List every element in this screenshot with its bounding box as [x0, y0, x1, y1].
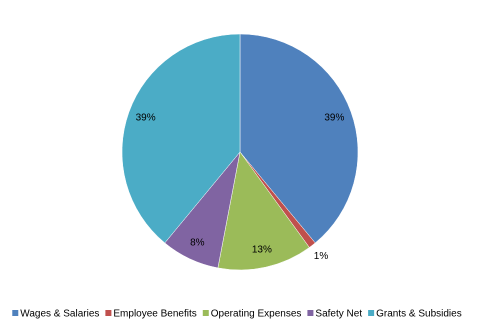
- legend-swatch: [105, 310, 112, 316]
- legend-label: Operating Expenses: [211, 309, 302, 320]
- data-label: 39%: [136, 113, 156, 124]
- legend-label: Employee Benefits: [113, 309, 196, 320]
- legend: Wages & Salaries Employee Benefits Operati…: [12, 309, 462, 320]
- data-label: 13%: [252, 245, 272, 256]
- pie-slice: [217, 151, 310, 271]
- legend-swatch: [202, 310, 209, 316]
- pie-slice: [239, 33, 359, 244]
- legend-label: Wages & Salaries: [20, 309, 99, 320]
- data-label: 39%: [324, 113, 344, 124]
- legend-label: Safety Net: [315, 309, 362, 320]
- legend-label: Grants & Subsidies: [376, 309, 462, 320]
- legend-swatch: [368, 310, 375, 316]
- pie-slice: [121, 33, 241, 244]
- data-label: 8%: [190, 237, 205, 248]
- legend-swatch: [307, 310, 314, 316]
- data-label: 1%: [314, 251, 329, 262]
- legend-swatch: [12, 310, 19, 316]
